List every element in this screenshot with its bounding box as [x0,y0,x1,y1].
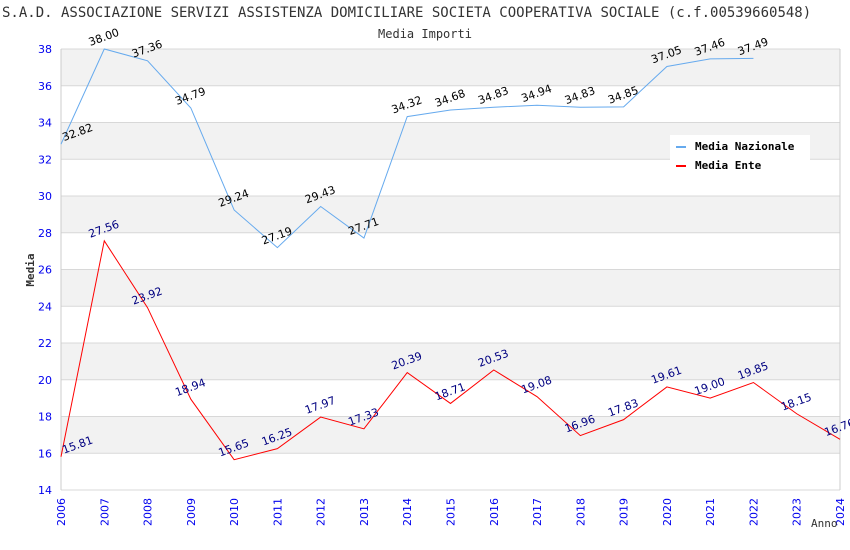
y-tick-label: 38 [38,43,52,56]
x-tick-label: 2022 [747,498,760,526]
data-label: 34.32 [390,93,424,116]
legend-item-nazionale: Media Nazionale [676,140,794,153]
legend: Media Nazionale Media Ente [670,135,810,175]
legend-swatch [676,164,686,167]
series-line-ente [60,239,841,461]
y-tick-label: 32 [38,153,52,166]
data-label: 17.83 [606,396,640,419]
x-tick-label: 2011 [271,498,284,526]
x-tick-label: 2012 [315,498,328,526]
grid-band [61,416,840,454]
data-label: 17.97 [303,394,337,417]
x-tick-label: 2020 [661,498,674,526]
x-tick-label: 2006 [55,498,68,526]
data-label: 34.83 [476,84,510,107]
x-tick-label: 2024 [834,498,847,526]
x-tick-label: 2007 [98,498,111,526]
y-tick-label: 34 [38,117,52,130]
chart-subtitle: Media Importi [378,27,472,41]
legend-item-ente: Media Ente [676,159,761,172]
y-tick-label: 30 [38,190,52,203]
legend-label: Media Nazionale [695,140,795,153]
y-tick-label: 22 [38,337,52,350]
data-label: 34.83 [563,84,597,107]
x-tick-label: 2009 [185,498,198,526]
y-tick-label: 26 [38,264,52,277]
grid-band [61,49,840,86]
grid-band [61,343,840,380]
x-tick-label: 2010 [228,498,241,526]
x-tick-label: 2023 [791,498,804,526]
x-tick-label: 2021 [704,498,717,526]
y-tick-label: 18 [38,411,52,424]
grid-band [61,269,840,307]
x-tick-label: 2014 [401,498,414,526]
data-label: 18.71 [433,380,467,403]
y-tick-label: 24 [38,300,52,313]
data-label: 34.68 [433,87,467,110]
data-label: 38.00 [87,26,121,49]
x-tick-label: 2017 [531,498,544,526]
x-axis-title: Anno [811,517,838,530]
x-tick-label: 2019 [618,498,631,526]
y-tick-label: 36 [38,80,52,93]
legend-swatch [676,145,686,148]
x-tick-label: 2008 [142,498,155,526]
y-axis-title: Media [24,253,37,286]
series-line-nazionale [60,48,754,249]
data-label: 34.79 [173,85,207,108]
grid-band [61,196,840,233]
y-tick-label: 16 [38,447,52,460]
x-tick-label: 2015 [445,498,458,526]
legend-label: Media Ente [695,159,762,172]
data-label: 34.85 [606,84,640,107]
x-tick-label: 2013 [358,498,371,526]
x-tick-label: 2016 [488,498,501,526]
chart-title: S.A.D. ASSOCIAZIONE SERVIZI ASSISTENZA D… [2,5,812,21]
y-tick-label: 14 [38,484,52,497]
x-tick-label: 2018 [574,498,587,526]
y-tick-label: 28 [38,227,52,240]
y-tick-label: 20 [38,374,52,387]
data-label: 18.15 [779,391,813,414]
